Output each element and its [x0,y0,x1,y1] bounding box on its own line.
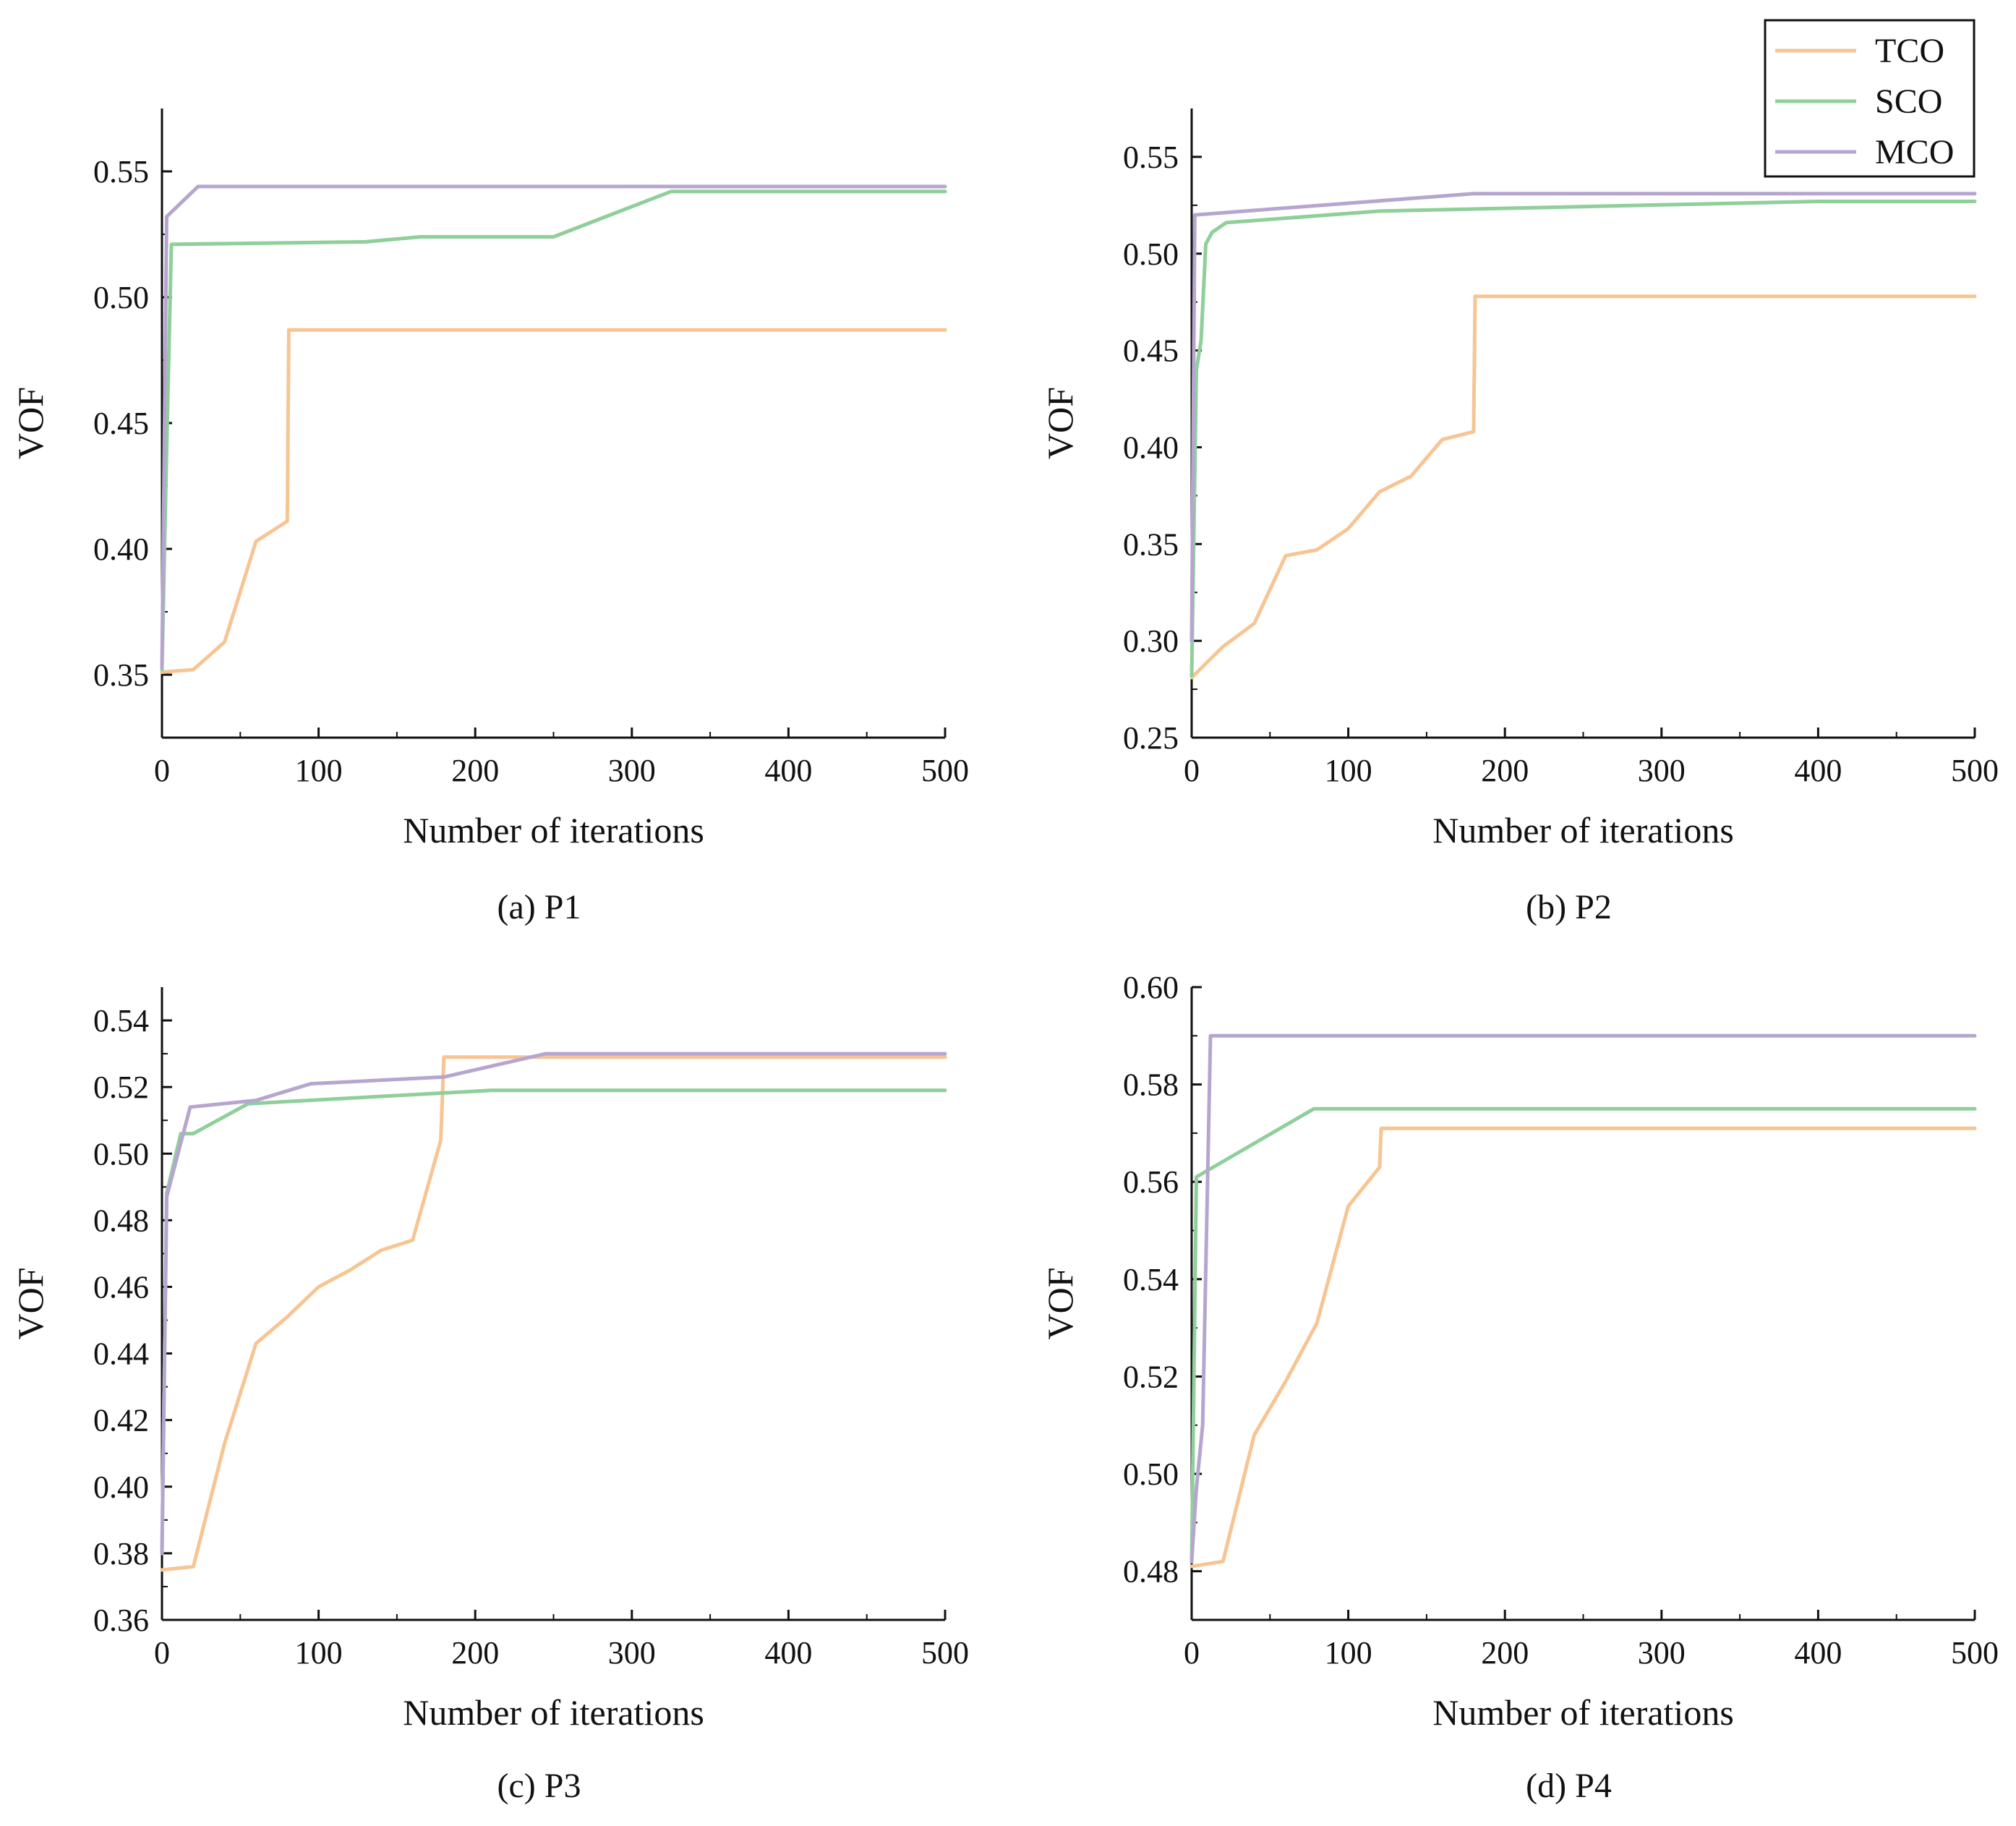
x-tick-label: 100 [295,753,343,788]
chart-panel-4: 0.48 0.50 0.52 0.54 0.56 0.58 0.60 0 100 200 300 40… [1040,970,1999,1805]
x-tick-label: 100 [1325,1635,1372,1671]
x-tick-label: 200 [1481,1635,1529,1671]
series-line-tco [1189,294,1977,680]
y-tick-label: 0.42 [93,1403,149,1438]
y-tick-label: 0.35 [1123,526,1179,562]
y-tick-label: 0.50 [93,280,149,315]
x-tick-label: 0 [1184,1635,1200,1671]
y-tick-label: 0.60 [1123,970,1179,1005]
y-tick-label: 0.38 [93,1536,149,1571]
series-line-tco [160,1055,947,1572]
legend: TCO SCO MCO [1764,19,1976,178]
legend-label-sco: SCO [1875,82,1942,121]
y-tick-label: 0.48 [1123,1554,1179,1590]
x-axis-label: Number of iterations [1432,810,1734,850]
legend-label-mco: MCO [1875,133,1954,171]
y-tick-label: 0.40 [93,1469,149,1505]
y-tick-label: 0.56 [1123,1164,1179,1200]
series-line-tco [1189,1126,1977,1569]
chart-panel-1: 0.35 0.40 0.45 0.50 0.55 0 100 200 300 400 500 Numb… [10,108,969,926]
y-tick-label: 0.40 [1123,430,1179,465]
x-tick-label: 400 [1794,1635,1842,1671]
y-tick-label: 0.35 [93,657,149,693]
x-axis-label: Number of iterations [1432,1692,1734,1733]
x-tick-label: 200 [1481,753,1529,788]
y-tick-label: 0.30 [1123,623,1179,659]
x-tick-label: 0 [154,753,170,788]
y-tick-label: 0.52 [1123,1359,1179,1394]
x-axis-label: Number of iterations [403,1692,704,1733]
x-tick-label: 200 [451,1635,499,1671]
y-tick-label: 0.25 [1123,720,1179,756]
y-tick-label: 0.45 [93,406,149,441]
series-line-mco [160,184,947,670]
x-tick-label: 100 [295,1635,343,1671]
x-tick-label: 400 [1794,753,1842,788]
x-tick-label: 300 [1638,753,1686,788]
panel-caption: (b) P2 [1526,888,1612,926]
y-axis-label: VOF [1040,387,1080,459]
y-tick-label: 0.58 [1123,1067,1179,1103]
y-tick-label: 0.46 [93,1269,149,1305]
x-tick-label: 500 [921,1635,969,1671]
y-axis-label: VOF [1040,1267,1080,1339]
series-line-mco [160,1051,947,1556]
x-tick-label: 500 [1951,1635,1999,1671]
x-tick-label: 300 [1638,1635,1686,1671]
series-line-mco [1189,1033,1977,1563]
x-axis-label: Number of iterations [403,810,704,850]
y-tick-label: 0.50 [1123,1456,1179,1492]
series-line-sco [1189,1106,1977,1563]
x-tick-label: 400 [764,753,812,788]
y-tick-label: 0.48 [93,1203,149,1238]
x-tick-label: 200 [451,753,499,788]
y-tick-label: 0.55 [1123,140,1179,175]
y-axis-label: VOF [10,387,51,459]
x-tick-label: 500 [1951,753,1999,788]
y-tick-label: 0.50 [93,1136,149,1172]
x-tick-label: 100 [1325,753,1372,788]
panel-caption: (c) P3 [497,1767,581,1805]
panel-caption: (a) P1 [497,888,581,926]
y-tick-label: 0.55 [93,154,149,189]
legend-label-tco: TCO [1875,32,1944,70]
y-tick-label: 0.45 [1123,333,1179,369]
x-tick-label: 300 [608,1635,656,1671]
y-tick-label: 0.52 [93,1070,149,1105]
series-line-sco [160,189,947,672]
y-axis-label: VOF [10,1267,51,1339]
x-tick-label: 0 [154,1635,170,1671]
series-line-tco [160,328,947,674]
x-tick-label: 400 [764,1635,812,1671]
series-line-sco [1189,200,1977,678]
x-tick-label: 0 [1184,753,1200,788]
x-tick-label: 300 [608,753,656,788]
y-tick-label: 0.54 [93,1003,149,1038]
x-tick-label: 500 [921,753,969,788]
panel-caption: (d) P4 [1526,1767,1612,1805]
series-line-mco [1189,192,1977,643]
y-tick-label: 0.50 [1123,236,1179,272]
y-tick-label: 0.44 [93,1336,149,1372]
y-tick-label: 0.36 [93,1603,149,1638]
y-tick-label: 0.54 [1123,1262,1179,1297]
chart-panel-2: 0.25 0.30 0.35 0.40 0.45 0.50 0.55 0 100 200 300 40… [1040,108,1999,926]
y-tick-label: 0.40 [93,532,149,567]
chart-panel-3: 0.36 0.38 0.40 0.42 0.44 0.46 0.48 0.50 0.52 0.54… [10,987,969,1805]
